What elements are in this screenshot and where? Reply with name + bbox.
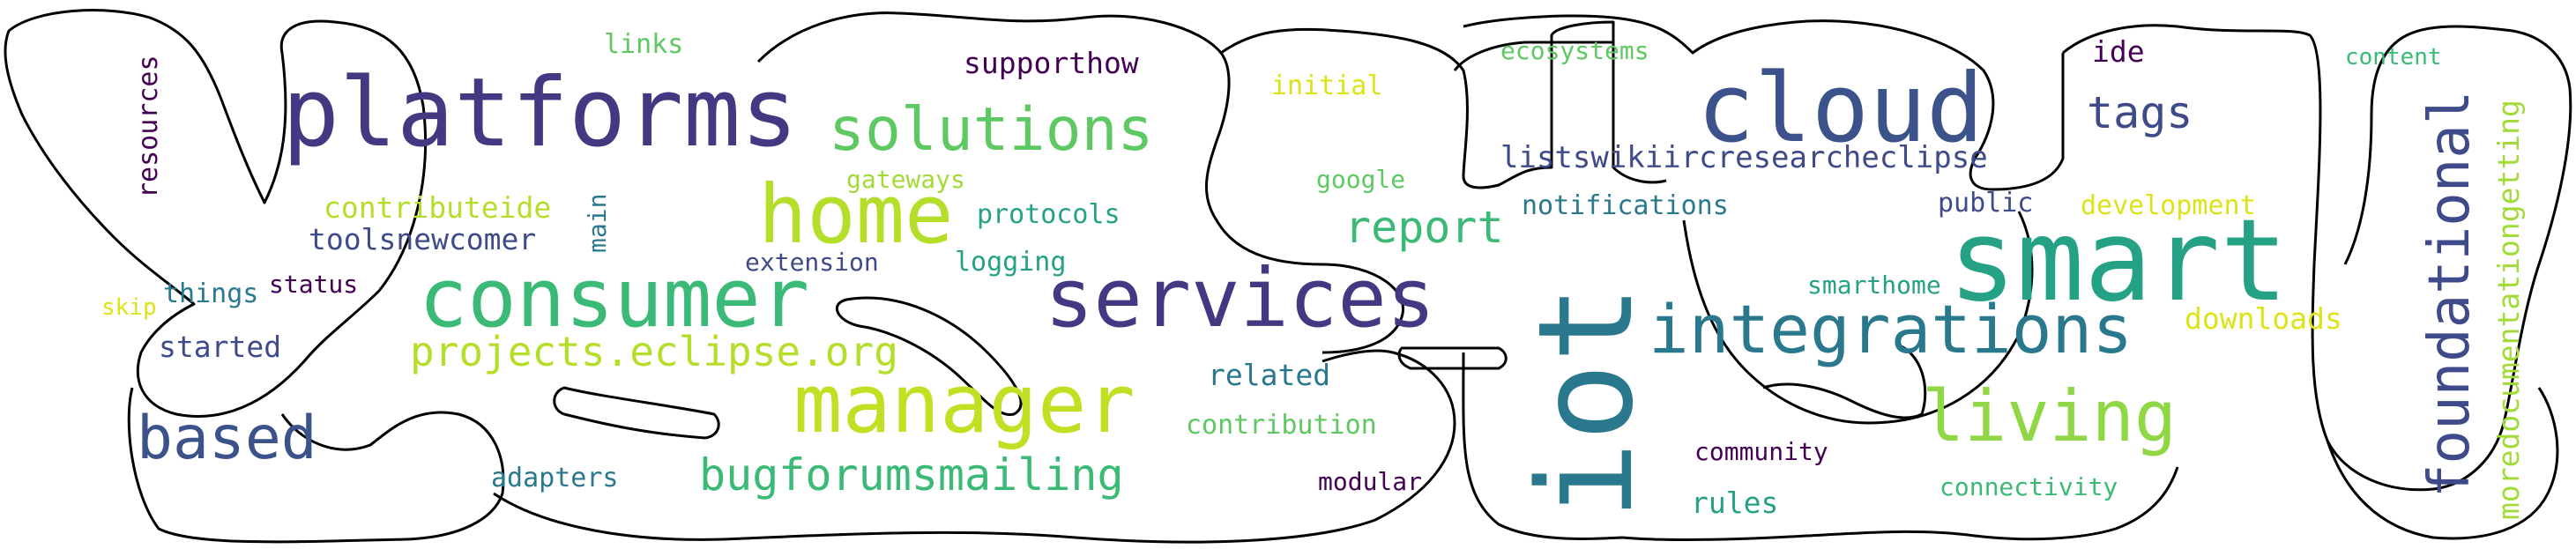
word-living: living (1922, 375, 2177, 457)
word-downloads: downloads (2185, 301, 2342, 336)
word-supporthow: supporthow (964, 46, 1139, 80)
word-contributeide: contributeide (324, 190, 551, 225)
word-home: home (758, 167, 954, 262)
word-solutions: solutions (829, 95, 1153, 165)
word-things: things (163, 278, 258, 309)
word-community: community (1694, 437, 1828, 466)
word-manager: manager (793, 357, 1135, 451)
word-gateways: gateways (846, 165, 965, 194)
word-tags: tags (2087, 87, 2193, 138)
word-moredocumentationgetting: moredocumentationgetting (2491, 100, 2526, 520)
word-rules: rules (1691, 486, 1778, 520)
word-platforms: platforms (282, 58, 798, 168)
word-status: status (269, 270, 358, 299)
word-contribution: contribution (1186, 410, 1377, 441)
word-bugforumsmailing: bugforumsmailing (699, 449, 1124, 501)
word-development: development (2081, 190, 2256, 221)
word-smarthome: smarthome (1807, 271, 1941, 300)
word-main: main (583, 194, 612, 253)
logo-outline (4, 9, 2572, 544)
word-smart: smart (1948, 196, 2288, 327)
word-notifications: notifications (1522, 190, 1729, 221)
word-content: content (2345, 44, 2442, 70)
word-adapters: adapters (491, 463, 619, 493)
word-protocols: protocols (977, 199, 1120, 230)
word-google: google (1316, 165, 1405, 194)
word-logging: logging (955, 247, 1066, 278)
word-modular: modular (1318, 467, 1422, 496)
word-toolsnewcomer: toolsnewcomer (309, 222, 536, 256)
word-based: based (137, 404, 317, 473)
word-projects-eclipse-org: projects.eclipse.org (410, 328, 898, 375)
word-ecosystems: ecosystems (1500, 36, 1649, 65)
word-started: started (159, 330, 281, 364)
word-ide: ide (2092, 34, 2145, 69)
word-links: links (604, 29, 683, 60)
word-related: related (1208, 358, 1330, 392)
word-public: public (1938, 188, 2033, 219)
word-consumer: consumer (419, 251, 809, 345)
word-resources: resources (133, 55, 164, 198)
word-integrations: integrations (1649, 290, 2133, 368)
word-listswikiircresearcheclipse: listswikiircresearcheclipse (1500, 140, 1988, 175)
word-extension: extension (745, 248, 879, 277)
word-services: services (1045, 251, 1435, 345)
word-skip: skip (101, 294, 157, 321)
word-initial: initial (1271, 70, 1382, 101)
word-foundational: foundational (2417, 91, 2483, 498)
words: platforms cloud smart iot services consu… (101, 29, 2526, 520)
word-connectivity: connectivity (1939, 472, 2118, 501)
word-iot: iot (1510, 285, 1662, 520)
word-cloud: cloud (1697, 54, 1984, 164)
word-report: report (1344, 202, 1504, 253)
